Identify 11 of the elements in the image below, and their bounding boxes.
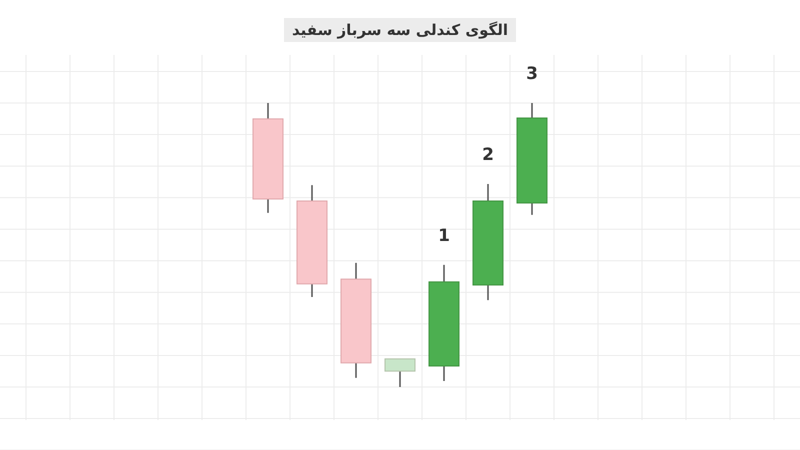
candlestick (252, 102, 284, 214)
chart-title: الگوی کندلی سه سرباز سفید (284, 18, 516, 42)
candlestick (428, 264, 460, 382)
candlestick (384, 358, 416, 388)
annotation: 2 (482, 144, 494, 165)
annotation: 3 (526, 64, 538, 84)
candlestick (472, 183, 504, 301)
candlestick (340, 262, 372, 379)
annotation: 1 (438, 226, 450, 246)
candlestick (516, 102, 548, 216)
candlestick (296, 184, 328, 298)
